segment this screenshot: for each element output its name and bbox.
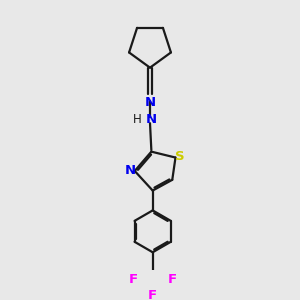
Text: F: F — [129, 273, 138, 286]
Text: S: S — [175, 150, 184, 163]
Text: H: H — [133, 113, 142, 127]
Text: F: F — [148, 289, 157, 300]
Text: N: N — [146, 113, 157, 127]
Text: N: N — [124, 164, 135, 178]
Text: F: F — [167, 273, 177, 286]
Text: N: N — [144, 96, 156, 110]
